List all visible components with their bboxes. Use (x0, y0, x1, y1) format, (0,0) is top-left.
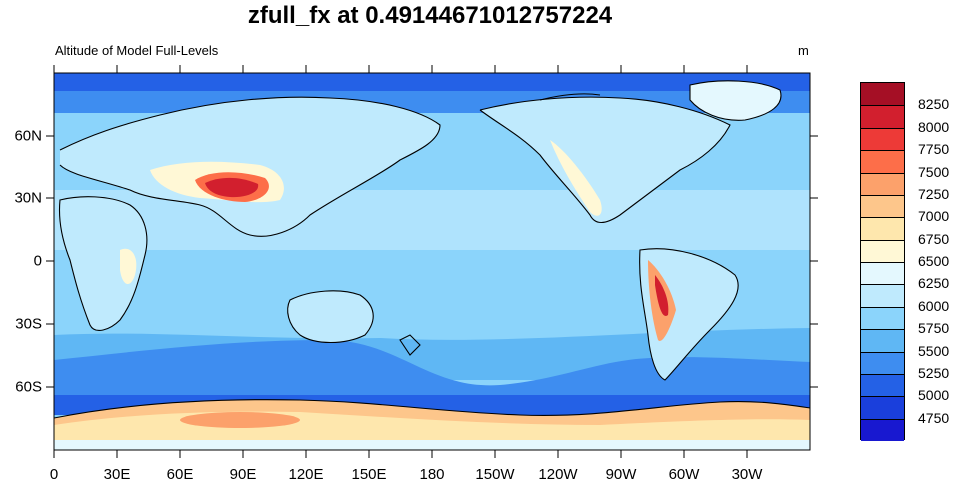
colorbar-segment (861, 351, 904, 374)
unit-label: m (798, 43, 809, 58)
map-subtitle: Altitude of Model Full-Levels (55, 43, 219, 58)
y-tick-label: 60N (14, 127, 42, 145)
x-tick-label: 0 (49, 466, 59, 483)
x-tick-label: 120E (288, 466, 324, 483)
colorbar-label: 5000 (918, 387, 950, 404)
colorbar-label: 5750 (918, 320, 950, 337)
colorbar-label: 6250 (918, 275, 950, 292)
y-tick-label: 30S (15, 315, 42, 333)
x-tick-label: 90W (605, 466, 637, 483)
colorbar-label: 7750 (918, 141, 950, 158)
x-tick-label: 150W (475, 466, 515, 483)
colorbar-segment (861, 239, 904, 262)
y-tick-label: 60S (15, 378, 42, 396)
x-tick-label: 60W (668, 466, 700, 483)
colorbar (860, 82, 905, 441)
x-tick-label: 90E (229, 466, 257, 483)
colorbar-segment (861, 83, 904, 106)
x-tick-label: 30E (103, 466, 131, 483)
colorbar-label: 4750 (918, 409, 950, 426)
colorbar-segment (861, 396, 904, 419)
colorbar-segment (861, 418, 904, 441)
colorbar-segment (861, 217, 904, 240)
colorbar-label: 5500 (918, 342, 950, 359)
colorbar-label: 6750 (918, 230, 950, 247)
colorbar-segment (861, 262, 904, 285)
colorbar-label: 7250 (918, 185, 950, 202)
colorbar-label: 5250 (918, 364, 950, 381)
x-tick-label: 60E (166, 466, 194, 483)
colorbar-segment (861, 172, 904, 195)
colorbar-segment (861, 329, 904, 352)
y-tick-label: 0 (33, 252, 42, 270)
colorbar-segment (861, 306, 904, 330)
colorbar-segment (861, 284, 904, 307)
x-tick-label: 180 (419, 466, 445, 483)
colorbar-label: 7500 (918, 163, 950, 180)
x-tick-label: 150E (351, 466, 387, 483)
colorbar-segment (861, 150, 904, 173)
coastlines (54, 80, 810, 419)
colorbar-segment (861, 105, 904, 128)
map-title: zfull_fx at 0.49144671012757224 (247, 2, 613, 29)
colorbar-label: 6500 (918, 253, 950, 269)
colorbar-segment (861, 127, 904, 151)
colorbar-segment (861, 373, 904, 397)
colorbar-segment (861, 194, 904, 218)
colorbar-label: 6000 (918, 297, 950, 314)
colorbar-label: 7000 (918, 208, 950, 225)
x-tick-label: 30W (731, 466, 763, 483)
colorbar-label: 8000 (918, 118, 950, 135)
x-tick-label: 120W (538, 466, 578, 483)
y-tick-label: 30N (14, 189, 42, 207)
colorbar-label: 8250 (918, 96, 950, 113)
